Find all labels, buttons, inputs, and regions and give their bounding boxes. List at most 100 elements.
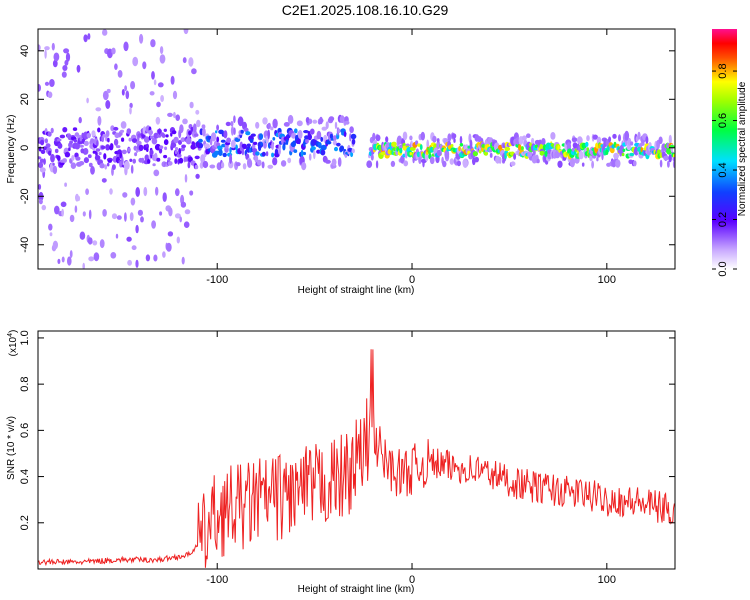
heatmap-cell (189, 190, 194, 196)
heatmap-cell (40, 149, 46, 154)
heatmap-cell (436, 138, 440, 143)
heatmap-cell (155, 116, 161, 125)
heatmap-cell (194, 164, 199, 170)
heatmap-cell (320, 149, 326, 156)
heatmap-cell (47, 91, 53, 99)
heatmap-cell (672, 160, 675, 168)
heatmap-cell (260, 141, 263, 146)
heatmap-cell (280, 160, 287, 167)
heatmap-cell (145, 254, 151, 262)
heatmap-cell (202, 127, 206, 137)
heatmap-cell (64, 151, 71, 158)
heatmap-cell (86, 97, 89, 104)
heatmap-cell (50, 153, 55, 163)
heatmap-cell (135, 259, 139, 268)
heatmap-cell (78, 116, 82, 124)
heatmap-cell (59, 134, 66, 139)
heatmap-cell (87, 154, 92, 159)
heatmap-cell (111, 213, 118, 220)
heatmap-cell (199, 142, 204, 149)
heatmap-cell (106, 88, 111, 94)
heatmap-cell (373, 140, 378, 145)
heatmap-cell (226, 137, 232, 143)
heatmap-cell (390, 160, 396, 167)
heatmap-cell (329, 133, 333, 139)
heatmap-cell (191, 68, 197, 75)
heatmap-cell (350, 133, 357, 140)
heatmap-cell (557, 145, 560, 151)
heatmap-cell (73, 139, 78, 143)
heatmap-cell (585, 141, 589, 147)
heatmap-cell (254, 154, 259, 164)
heatmap-cell (129, 158, 133, 162)
heatmap-cell (153, 169, 160, 177)
heatmap-cell (640, 147, 644, 153)
heatmap-cell (49, 79, 55, 87)
heatmap-cell (230, 139, 236, 149)
heatmap-cell (152, 163, 156, 167)
heatmap-cell (62, 127, 68, 133)
heatmap-cell (174, 213, 181, 219)
heatmap-cell (155, 186, 159, 196)
heatmap-cell (320, 144, 327, 151)
heatmap-cell (175, 147, 179, 151)
heatmap-cell (180, 201, 187, 208)
heatmap-cell (60, 201, 67, 208)
heatmap-cell (672, 157, 675, 162)
heatmap-cell (69, 250, 73, 258)
heatmap-cell (45, 143, 51, 148)
heatmap-cell (65, 52, 71, 62)
heatmap-cell (180, 147, 185, 152)
heatmap-cell (76, 64, 81, 73)
heatmap-cell (319, 116, 323, 125)
heatmap-cell (257, 159, 262, 166)
y-tick-label: -40 (19, 237, 31, 253)
heatmap-cell (195, 173, 200, 179)
heatmap-cell (182, 118, 188, 125)
heatmap-cell (399, 147, 403, 154)
heatmap-cell (142, 61, 147, 70)
heatmap-cell (451, 133, 457, 139)
heatmap-cell (170, 75, 175, 85)
heatmap-cell (100, 145, 106, 150)
heatmap-cell (174, 150, 178, 155)
heatmap-cell (130, 164, 134, 174)
heatmap-cell (233, 127, 236, 135)
heatmap-cell (122, 192, 128, 198)
heatmap-cell (54, 148, 59, 154)
heatmap-cell (301, 162, 307, 171)
heatmap-cell (113, 138, 119, 146)
heatmap-cell (325, 159, 331, 164)
heatmap-cell (474, 156, 479, 163)
heatmap-cell (403, 160, 409, 167)
heatmap-cell (539, 150, 545, 156)
heatmap-cell (241, 147, 245, 156)
heatmap-cell (129, 212, 134, 222)
heatmap-cell (317, 142, 322, 149)
heatmap-cell (61, 71, 67, 78)
heatmap-cell (159, 46, 164, 55)
heatmap-cell (621, 152, 625, 157)
heatmap-cell (216, 124, 220, 131)
heatmap-cell (569, 157, 576, 168)
y-tick-label: 0.8 (19, 376, 31, 391)
heatmap-cell (87, 237, 93, 245)
heatmap-cell (255, 121, 260, 129)
heatmap-cell (148, 129, 154, 136)
heatmap-cell (247, 158, 253, 168)
heatmap-cell (331, 158, 337, 167)
heatmap-cell (271, 141, 274, 150)
snr-series-line (38, 349, 675, 568)
heatmap-cell (69, 214, 75, 223)
heatmap-cell (182, 57, 187, 64)
heatmap-cell (88, 256, 95, 262)
heatmap-cell (215, 130, 218, 134)
heatmap-cell (132, 56, 139, 67)
heatmap-cell (586, 147, 590, 152)
heatmap-cell (157, 82, 164, 88)
heatmap-cell (176, 236, 180, 244)
heatmap-cell (56, 138, 62, 142)
heatmap-cell (272, 118, 278, 129)
heatmap-cell (82, 262, 85, 269)
